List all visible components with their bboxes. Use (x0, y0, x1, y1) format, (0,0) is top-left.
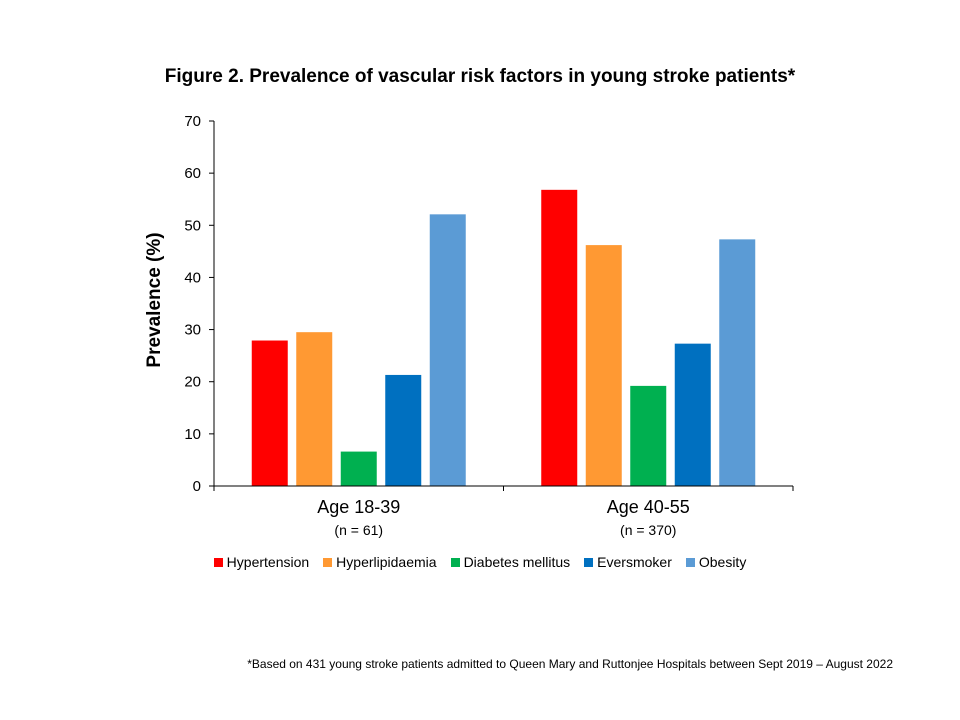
legend: Hypertension Hyperlipidaemia Diabetes mell… (0, 554, 960, 570)
y-tick-label: 30 (184, 322, 201, 339)
footnote: *Based on 431 young stroke patients admi… (247, 657, 893, 671)
bar-hyperlipidaemia-1 (585, 245, 622, 486)
bar-eversmoker-1 (674, 343, 711, 486)
x-axis-categories: Age 18-39 (n = 61) Age 40-55 (n = 370) (317, 497, 690, 538)
legend-item: Diabetes mellitus (450, 554, 571, 570)
legend-swatch (213, 557, 223, 567)
y-tick-label: 50 (184, 217, 201, 234)
category-sublabel: (n = 370) (620, 522, 676, 538)
y-tick-label: 60 (184, 165, 201, 182)
category-label: Age 40-55 (607, 497, 690, 517)
bar-hyperlipidaemia-0 (296, 332, 333, 486)
legend-label: Obesity (698, 554, 747, 570)
legend-item: Hypertension (213, 554, 310, 570)
legend-label: Hyperlipidaemia (336, 554, 437, 570)
y-tick-label: 20 (184, 374, 201, 391)
bar-obesity-1 (719, 239, 756, 486)
bar-diabetes-mellitus-0 (340, 451, 377, 486)
bars (251, 189, 756, 487)
bar-hypertension-0 (251, 340, 288, 486)
bar-obesity-0 (429, 214, 466, 487)
legend-label: Hypertension (226, 554, 310, 570)
chart-title: Figure 2. Prevalence of vascular risk fa… (164, 66, 796, 87)
y-tick-label: 10 (184, 426, 201, 443)
bar-eversmoker-0 (385, 374, 422, 486)
legend-item: Eversmoker (584, 554, 672, 570)
y-tick-label: 0 (193, 478, 201, 495)
legend-swatch (323, 557, 333, 567)
bar-diabetes-mellitus-1 (630, 385, 667, 486)
category-sublabel: (n = 61) (334, 522, 383, 538)
bar-hypertension-1 (541, 189, 578, 487)
legend-swatch (584, 557, 594, 567)
legend-item: Hyperlipidaemia (323, 554, 437, 570)
legend-label: Eversmoker (597, 554, 672, 570)
legend-swatch (685, 557, 695, 567)
y-tick-label: 40 (184, 269, 201, 286)
legend-item: Obesity (685, 554, 747, 570)
legend-swatch (450, 557, 460, 567)
y-axis-ticks: 0 10 20 30 40 50 60 70 (184, 113, 214, 495)
y-tick-label: 70 (184, 113, 201, 130)
legend-label: Diabetes mellitus (463, 554, 571, 570)
category-label: Age 18-39 (317, 497, 400, 517)
axes (213, 121, 794, 491)
